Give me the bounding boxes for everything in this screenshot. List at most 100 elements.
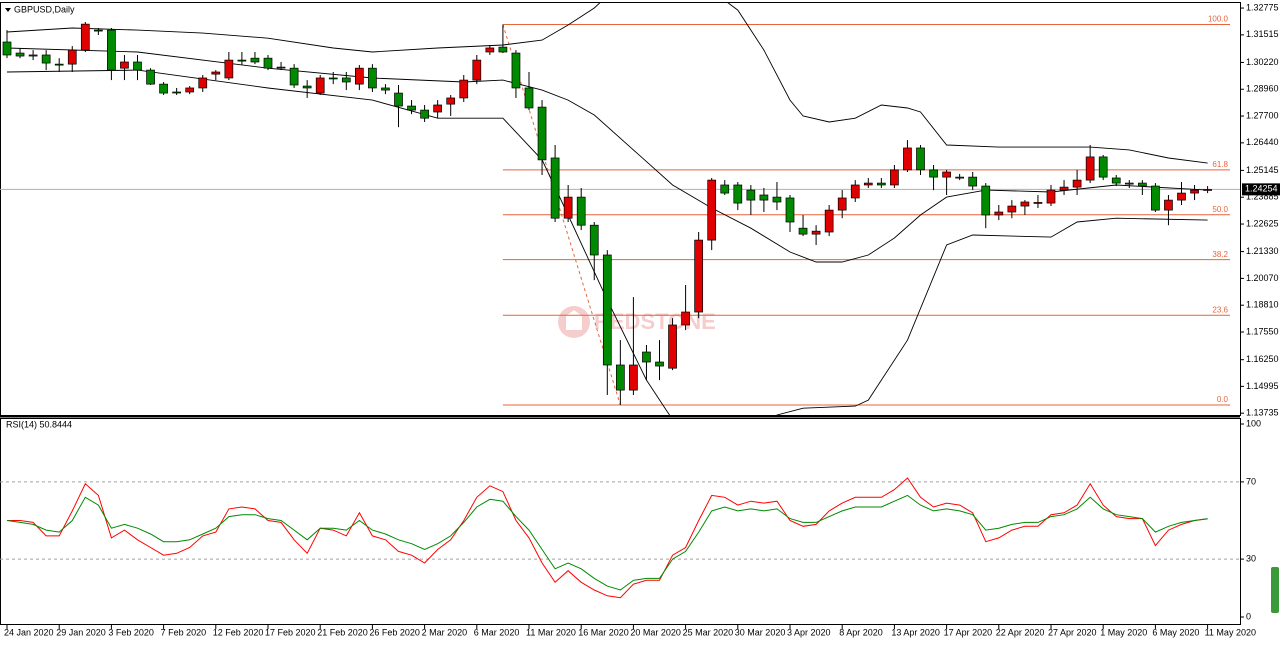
candle-body — [146, 69, 155, 85]
y-tick-label: 1.26440 — [1246, 137, 1279, 147]
current-price-label: 1.24254 — [1245, 184, 1278, 194]
candle-body — [15, 52, 25, 57]
candle-body — [485, 47, 495, 53]
rsi-line — [7, 477, 1208, 599]
y-tick-label: 1.32775 — [1246, 2, 1279, 12]
y-tick-label: 70 — [1246, 476, 1256, 486]
candle-body — [916, 147, 925, 171]
x-tick-label: 26 Feb 2020 — [369, 627, 420, 637]
candle-body — [824, 209, 834, 233]
candle-body — [185, 87, 195, 93]
title-triangle — [5, 8, 11, 12]
x-tick-label: 17 Feb 2020 — [265, 627, 316, 637]
candle-body — [341, 77, 351, 83]
candle-body — [759, 194, 769, 201]
fib-level-label: 100.0 — [1208, 15, 1229, 24]
candle-body — [890, 169, 899, 186]
candle-body — [54, 63, 64, 66]
candle-body — [563, 196, 573, 219]
candle-body — [694, 239, 704, 313]
rsi-plot — [0, 477, 1240, 599]
fib-level-label: 38.2 — [1212, 250, 1228, 259]
candle-body — [302, 85, 312, 89]
fib-level-label: 50.0 — [1212, 205, 1228, 214]
candle-body — [446, 97, 456, 105]
candle-body — [120, 61, 129, 69]
y-tick-label: 1.28960 — [1246, 84, 1279, 94]
candle-body — [1007, 205, 1017, 213]
x-tick-label: 24 Jan 2020 — [4, 627, 54, 637]
x-tick-label: 20 Mar 2020 — [630, 627, 681, 637]
candle-body — [80, 23, 90, 51]
candle-body — [1033, 202, 1043, 204]
watermark-text: REDSTONE — [594, 309, 716, 334]
candle-body — [198, 77, 208, 89]
candle-body — [211, 71, 221, 75]
candle-body — [837, 197, 847, 211]
candle-body — [1177, 192, 1186, 201]
candle-body — [459, 79, 469, 99]
candle-body — [355, 67, 364, 85]
y-tick-label: 1.20070 — [1246, 273, 1279, 283]
watermark-group: REDSTONE — [558, 306, 716, 338]
candle-body — [785, 197, 795, 223]
candle-body — [1020, 201, 1030, 207]
candle-body — [994, 211, 1004, 216]
candle-body — [1164, 199, 1173, 211]
rsi-label: RSI(14) 50.8444 — [6, 419, 72, 429]
candle-body — [420, 109, 429, 119]
candle-body — [903, 147, 912, 171]
candle-body — [876, 182, 886, 186]
candle-body — [798, 227, 808, 235]
candle-body — [602, 254, 612, 366]
fib-level-label: 23.6 — [1212, 305, 1228, 314]
candle-body — [968, 176, 978, 187]
candle-body — [289, 67, 299, 86]
scroll-indicator — [1271, 567, 1279, 613]
candle-body — [720, 184, 730, 194]
candle-body — [681, 311, 690, 326]
candle-body — [550, 157, 560, 219]
candle-body — [576, 196, 586, 226]
candle-body — [615, 364, 625, 391]
axes: 1.32775 1.31515 1.30220 1.28960 1.27700 1.264… — [4, 2, 1280, 637]
candle-body — [41, 54, 51, 64]
candle-body — [1072, 179, 1082, 188]
y-tick-label: 1.22625 — [1246, 218, 1279, 228]
y-tick-label: 100 — [1246, 418, 1261, 428]
candle-body — [237, 59, 247, 62]
x-tick-label: 11 May 2020 — [1205, 627, 1256, 637]
watermark-logo — [558, 306, 590, 338]
candle-body — [472, 59, 482, 81]
candle-body — [224, 59, 234, 79]
x-tick-label: 6 Mar 2020 — [474, 627, 520, 637]
x-tick-label: 22 Apr 2020 — [996, 627, 1045, 637]
candle-body — [955, 176, 965, 179]
x-tick-label: 25 Mar 2020 — [683, 627, 734, 637]
candle-body — [1111, 177, 1121, 184]
y-tick-label: 1.17550 — [1246, 326, 1279, 336]
y-tick-label: 1.31515 — [1246, 29, 1279, 39]
candle-body — [707, 179, 717, 241]
y-tick-label: 1.18810 — [1246, 300, 1279, 310]
candle-body — [2, 41, 12, 56]
y-tick-label: 0 — [1246, 611, 1251, 621]
candle-body — [733, 184, 743, 204]
candle-body — [929, 169, 938, 178]
candle-body — [1190, 189, 1199, 194]
candle-body — [250, 57, 260, 63]
fib-trend-line — [502, 24, 621, 406]
candle-body — [1059, 186, 1069, 191]
x-tick-label: 7 Feb 2020 — [161, 627, 207, 637]
candle-body — [368, 67, 377, 89]
candle-body — [133, 61, 142, 71]
candle-body — [1046, 189, 1056, 204]
candle-body — [746, 189, 756, 201]
x-tick-label: 27 Apr 2020 — [1048, 627, 1097, 637]
candle-body — [655, 361, 664, 367]
x-tick-label: 1 May 2020 — [1100, 627, 1147, 637]
candle-body — [1137, 182, 1147, 187]
candle-body — [629, 364, 638, 391]
candle-body — [328, 77, 338, 80]
